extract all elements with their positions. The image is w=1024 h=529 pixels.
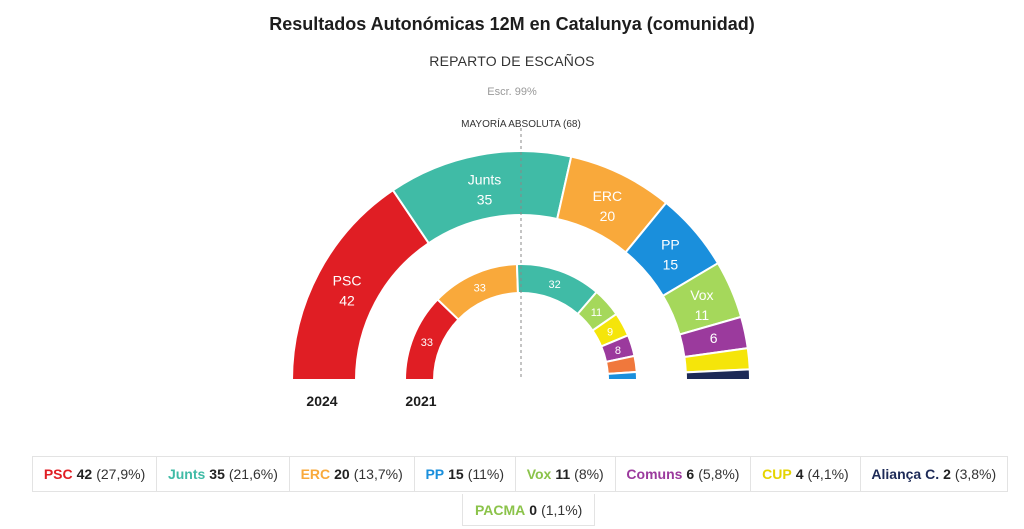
legend-item-erc: ERC 20 (13,7%) [289,456,415,492]
legend-item-pacma: PACMA 0 (1,1%) [462,494,596,526]
legend-vote-share: (8%) [574,466,604,482]
legend-seat-count: 15 [448,466,464,482]
legend-party-name: PP [425,466,445,482]
seat-label-2024-comuns: 6 [710,330,718,346]
legend-item-junts: Junts 35 (21,6%) [157,456,290,492]
legend-vote-share: (13,7%) [353,466,403,482]
legend-seat-count: 6 [686,466,695,482]
seat-label-2021-psc: 33 [421,337,433,349]
scrutiny-label: Escr. 99% [487,86,537,98]
legend-vote-share: (27,9%) [96,466,146,482]
legend-party-name: Junts [167,466,206,482]
legend-party-name: PACMA [475,501,526,518]
legend-item-psc: PSC 42 (27,9%) [32,456,158,492]
legend-party-name: CUP [762,466,792,482]
legend-seat-count: 20 [334,466,350,482]
legend: PSC 42 (27,9%) Junts 35 (21,6%) ERC 20 (13,7%) PP… [32,456,1008,492]
seat-label-2021-cup: 9 [607,326,613,338]
legend-seat-count: 35 [209,466,225,482]
seat-label-2021-comuns: 8 [615,345,621,357]
legend-party-name: Vox [526,466,552,482]
legend-row-2: PACMA 0 (1,1%) [462,494,596,526]
legend-vote-share: (11%) [467,466,505,482]
year-label-2024: 2024 [306,393,337,409]
seat-label-2024-erc: ERC 20 [593,188,623,224]
legend-vote-share: (5,8%) [698,466,740,482]
legend-party-name: Comuns [626,466,683,482]
year-label-2021: 2021 [405,393,436,409]
legend-seat-count: 4 [795,466,804,482]
seat-label-2021-junts: 32 [548,279,560,291]
legend-vote-share: (4,1%) [807,466,849,482]
seat-label-2021-vox: 11 [591,307,602,319]
seat-label-2024-vox: Vox 11 [690,287,713,323]
legend-seat-count: 0 [529,501,538,518]
seat-segment-2021-pp[interactable] [606,370,639,381]
legend-item-vox: Vox 11 (8%) [515,456,616,492]
seat-label-2024-junts: Junts 35 [468,171,501,207]
arc-ring-2024: PSC 42 Junts 35 ERC 20 PP 15 Vox 11 6 [290,150,752,381]
legend-seat-count: 42 [76,466,93,482]
legend-vote-share: (3,8%) [954,466,997,482]
legend-party-name: ERC [300,466,331,482]
legend-vote-share: (21,6%) [228,466,278,482]
legend-party-name: PSC [43,466,73,482]
majority-label: MAYORÍA ABSOLUTA (68) [461,117,581,130]
legend-item-comuns: Comuns 6 (5,8%) [615,456,752,492]
seat-segment-2024-alian-a-c[interactable] [684,368,752,381]
legend-seat-count: 11 [555,466,571,482]
legend-vote-share: (1,1%) [541,501,583,518]
chart-subtitle: REPARTO DE ESCAÑOS [429,53,595,69]
seat-label-2024-pp: PP 15 [661,237,680,273]
seat-label-2021-erc: 33 [474,282,486,294]
legend-seat-count: 2 [943,466,951,482]
legend-party-name: Aliança C. [871,466,940,482]
legend-item-pp: PP 15 (11%) [414,456,516,492]
arc-ring-2021: 33 33 32 11 98 [403,263,639,381]
seat-label-2024-psc: PSC 42 [333,273,362,309]
legend-item-alian-a-c: Aliança C. 2 (3,8%) [860,456,1008,492]
chart-title: Resultados Autonómicas 12M en Catalunya … [269,14,755,34]
legend-item-cup: CUP 4 (4,1%) [751,456,861,492]
